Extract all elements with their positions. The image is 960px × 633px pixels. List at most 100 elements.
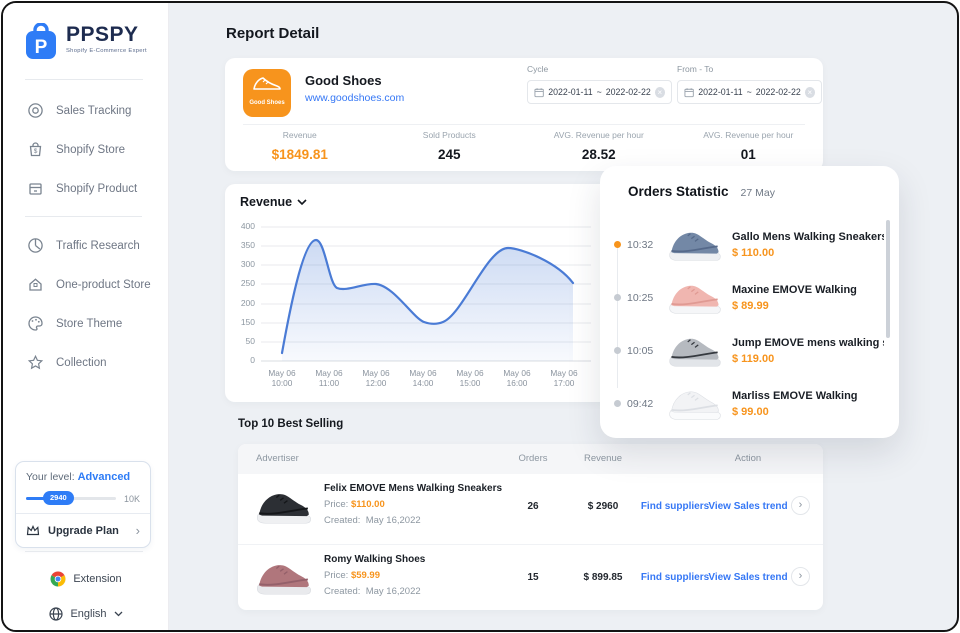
- order-list-item[interactable]: 10:05 Jump EMOVE mens walking s... $ 119…: [600, 324, 899, 377]
- product-name: Romy Walking Shoes: [324, 554, 426, 565]
- divider: [25, 216, 142, 217]
- level-progress-bar: 2940 10K: [26, 491, 140, 505]
- column-action: Action: [734, 453, 762, 464]
- metrics-row: Revenue $1849.81 Sold Products 245 AVG. Re…: [225, 130, 823, 162]
- extension-link[interactable]: Extension: [3, 571, 169, 587]
- ppspy-bag-icon: P: [23, 22, 59, 61]
- app-logo[interactable]: P PPSPY Shopify E-Commerce Expert: [23, 22, 147, 61]
- sneaker-image: [256, 565, 312, 595]
- table-row: Romy Walking Shoes Price: $59.99 Created…: [238, 544, 823, 610]
- clear-date-icon[interactable]: ×: [804, 86, 815, 98]
- timeline-dot: [614, 347, 621, 354]
- scrollbar[interactable]: [886, 220, 890, 338]
- cycle-label: Cycle: [527, 64, 549, 74]
- order-product-price: $ 89.99: [732, 299, 769, 312]
- sneaker-image: [669, 232, 721, 261]
- order-product-price: $ 119.00: [732, 352, 775, 365]
- sneaker-image: [669, 390, 721, 420]
- metric-revenue: Revenue $1849.81: [271, 130, 328, 162]
- store-logo-text: Good Shoes: [249, 100, 285, 106]
- y-axis-tick: 400: [240, 221, 255, 231]
- sidebar-item-label: Collection: [56, 356, 107, 369]
- chrome-icon: [50, 571, 67, 587]
- y-axis-tick: 350: [240, 240, 255, 250]
- sidebar-item-shopify-product[interactable]: Shopify Product: [3, 169, 168, 208]
- order-list-item[interactable]: 10:32 Gallo Mens Walking Sneakers... $ 1…: [600, 218, 899, 271]
- chevron-down-icon: [114, 611, 122, 617]
- order-time: 10:32: [627, 238, 654, 251]
- svg-text:$: $: [34, 148, 38, 155]
- order-list-item[interactable]: 10:25 Maxine EMOVE Walking $ 89.99: [600, 271, 899, 324]
- y-axis-tick: 150: [240, 317, 255, 327]
- cycle-date-range-input[interactable]: 2022-01-11 ~ 2022-02-22 ×: [527, 80, 672, 104]
- orders-statistic-panel: Orders Statistic 27 May 10:32 Gallo Mens…: [600, 166, 899, 438]
- level-progress-badge: 2940: [43, 491, 74, 505]
- revenue-value: $ 899.85: [583, 572, 623, 583]
- table-header: Advertiser Orders Revenue Action: [238, 444, 823, 474]
- orders-count: 15: [527, 572, 539, 583]
- store-url-link[interactable]: www.goodshoes.com: [305, 92, 405, 104]
- find-suppliers-link[interactable]: Find suppliers: [640, 572, 710, 583]
- metric-avg-revenue-hour-1: AVG. Revenue per hour 28.52: [553, 130, 644, 162]
- sidebar-item-sales-tracking[interactable]: Sales Tracking: [3, 91, 168, 130]
- to-date: 2022-02-22: [755, 87, 801, 97]
- pie-chart-icon: [28, 238, 43, 253]
- sidebar-item-collection[interactable]: Collection: [3, 343, 168, 382]
- orders-count: 26: [527, 501, 539, 512]
- sidebar-item-one-product-store[interactable]: One-product Store: [3, 265, 168, 304]
- order-product-name: Jump EMOVE mens walking s...: [732, 336, 884, 349]
- sneaker-icon: [253, 77, 281, 90]
- sidebar-item-label: Traffic Research: [56, 239, 140, 252]
- cycle-start-date: 2022-01-11: [548, 87, 593, 97]
- language-label: English: [70, 608, 107, 620]
- order-list-item[interactable]: 09:42 Marliss EMOVE Walking $ 99.00: [600, 377, 899, 430]
- revenue-value: $ 2960: [587, 501, 619, 512]
- upgrade-plan-button[interactable]: Upgrade Plan ›: [16, 513, 150, 547]
- level-label: Your level: Advanced: [26, 471, 131, 483]
- table-row: Felix EMOVE Mens Walking Sneakers Price:…: [238, 474, 823, 540]
- column-orders: Orders: [518, 453, 548, 464]
- view-sales-trend-link[interactable]: View Sales trend: [708, 501, 788, 512]
- view-sales-trend-link[interactable]: View Sales trend: [708, 572, 788, 583]
- product-name: Felix EMOVE Mens Walking Sneakers: [324, 483, 503, 494]
- language-selector[interactable]: English: [3, 607, 169, 621]
- order-product-name: Maxine EMOVE Walking: [732, 283, 857, 296]
- timeline-dot-active: [614, 241, 621, 248]
- chevron-right-icon: ›: [135, 523, 140, 538]
- from-to-label: From - To: [677, 64, 714, 74]
- chart-title: Revenue: [240, 195, 293, 209]
- upgrade-plan-label: Upgrade Plan: [48, 524, 119, 537]
- divider: [243, 124, 805, 125]
- order-time: 09:42: [627, 397, 654, 410]
- sneaker-image: [669, 338, 721, 367]
- clear-date-icon[interactable]: ×: [654, 86, 665, 98]
- store-logo: Good Shoes: [243, 69, 291, 117]
- chart-metric-selector[interactable]: Revenue: [240, 195, 307, 209]
- product-created: Created: May 16,2022: [324, 586, 421, 597]
- timeline-dot: [614, 294, 621, 301]
- find-suppliers-link[interactable]: Find suppliers: [640, 501, 710, 512]
- row-expand-button[interactable]: ›: [791, 496, 810, 515]
- sidebar-item-shopify-store[interactable]: $ Shopify Store: [3, 130, 168, 169]
- from-to-date-range-input[interactable]: 2022-01-11 ~ 2022-02-22 ×: [677, 80, 822, 104]
- sneaker-image: [256, 494, 312, 524]
- product-price: Price: $110.00: [324, 499, 385, 510]
- sidebar-item-store-theme[interactable]: Store Theme: [3, 304, 168, 343]
- sidebar-item-label: Shopify Product: [56, 182, 138, 195]
- orders-statistic-date: 27 May: [740, 187, 775, 199]
- cycle-end-date: 2022-02-22: [605, 87, 651, 97]
- metric-sold-products: Sold Products 245: [422, 130, 476, 162]
- row-expand-button[interactable]: ›: [791, 567, 810, 586]
- divider: [25, 79, 143, 80]
- product-created: Created: May 16,2022: [324, 515, 421, 526]
- sidebar-item-traffic-research[interactable]: Traffic Research: [3, 226, 168, 265]
- revenue-area-chart: [261, 226, 591, 362]
- orders-statistic-title: Orders Statistic: [628, 184, 729, 199]
- best-selling-table: Advertiser Orders Revenue Action Felix E…: [238, 444, 823, 610]
- order-time: 10:05: [627, 344, 654, 357]
- svg-text:P: P: [35, 37, 48, 58]
- y-axis-tick: 250: [240, 278, 255, 288]
- target-icon: [28, 103, 43, 118]
- column-revenue: Revenue: [583, 453, 623, 464]
